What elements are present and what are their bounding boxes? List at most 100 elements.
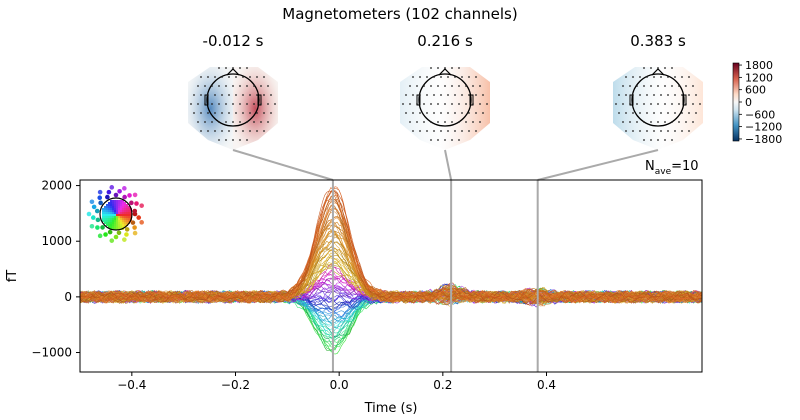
sensor-dot <box>426 130 428 132</box>
figure-title: Magnetometers (102 channels) <box>282 5 517 23</box>
legend-color-cell <box>122 206 124 208</box>
legend-color-cell <box>114 202 116 204</box>
sensor-dot <box>653 130 655 132</box>
legend-color-cell <box>114 204 116 206</box>
topomap-3 <box>613 67 703 150</box>
sensor-dot <box>625 76 627 78</box>
sensor-dot <box>632 94 634 96</box>
legend-color-cell <box>118 218 120 220</box>
legend-sensor-dot <box>89 223 95 229</box>
sensor-dot <box>486 103 488 105</box>
sensor-dot <box>688 112 690 114</box>
sensor-dot <box>412 112 414 114</box>
legend-color-cell <box>128 210 130 212</box>
legend-color-cell <box>118 210 120 212</box>
legend-color-cell <box>130 214 132 216</box>
legend-color-cell <box>112 228 114 230</box>
channel-trace <box>80 187 702 305</box>
sensor-dot <box>632 112 634 114</box>
sensor-dot <box>430 139 432 141</box>
legend-color-cell <box>108 226 110 228</box>
legend-sensor-dot <box>113 234 119 240</box>
legend-color-cell <box>126 212 128 214</box>
sensor-dot <box>639 112 641 114</box>
legend-color-cell <box>106 206 108 208</box>
sensor-dot <box>419 76 421 78</box>
sensor-dot <box>437 139 439 141</box>
sensor-dot <box>267 103 269 105</box>
sensor-dot <box>211 103 213 105</box>
legend-sensor-dot <box>98 200 103 206</box>
legend-color-cell <box>114 228 116 230</box>
legend-color-cell <box>124 224 126 226</box>
legend-color-cell <box>116 228 118 230</box>
sensor-dot <box>472 121 474 123</box>
sensor-dot <box>646 130 648 132</box>
sensor-dot <box>650 121 652 123</box>
legend-color-cell <box>120 218 122 220</box>
legend-color-cell <box>130 216 132 218</box>
sensor-dot <box>228 94 230 96</box>
sensor-dot <box>461 130 463 132</box>
channel-trace <box>80 199 702 303</box>
legend-color-cell <box>112 210 114 212</box>
sensor-dot <box>454 112 456 114</box>
sensor-dot <box>239 121 241 123</box>
sensor-dot <box>260 85 262 87</box>
legend-sensor-dot <box>139 220 144 225</box>
sensor-dot <box>482 112 484 114</box>
legend-color-cell <box>110 222 112 224</box>
sensor-dot <box>625 94 627 96</box>
sensor-dot <box>643 85 645 87</box>
sensor-dot <box>239 103 241 105</box>
sensor-dot <box>664 103 666 105</box>
sensor-dot <box>416 121 418 123</box>
sensor-dot <box>657 67 659 69</box>
legend-color-cell <box>102 210 104 212</box>
connector-line <box>232 149 334 181</box>
sensor-dot <box>197 121 199 123</box>
sensor-dot <box>639 76 641 78</box>
colorbar-tick-label: 1200 <box>745 71 773 84</box>
legend-color-cell <box>112 218 114 220</box>
sensor-dot <box>692 85 694 87</box>
legend-color-cell <box>124 208 126 210</box>
sensor-dot <box>664 139 666 141</box>
sensor-dot <box>218 103 220 105</box>
sensor-dot <box>263 112 265 114</box>
sensor-dot <box>207 76 209 78</box>
sensor-dot <box>426 112 428 114</box>
sensor-dot <box>193 112 195 114</box>
sensor-dot <box>416 85 418 87</box>
legend-color-cell <box>114 222 116 224</box>
legend-color-cell <box>118 204 120 206</box>
sensor-dot <box>671 121 673 123</box>
sensor-dot <box>256 76 258 78</box>
x-tick-label: −0.2 <box>221 378 250 392</box>
sensor-dot <box>242 76 244 78</box>
legend-color-cell <box>122 218 124 220</box>
legend-color-cell <box>128 216 130 218</box>
topomap-time-label-3: 0.383 s <box>630 32 686 50</box>
legend-color-cell <box>110 202 112 204</box>
legend-color-cell <box>102 216 104 218</box>
sensor-dot <box>660 76 662 78</box>
legend-color-cell <box>130 210 132 212</box>
sensor-dot <box>419 112 421 114</box>
sensor-dot <box>232 103 234 105</box>
sensor-dot <box>646 94 648 96</box>
sensor-dot <box>671 139 673 141</box>
legend-color-cell <box>124 214 126 216</box>
colorbar-tick-label: 0 <box>745 96 752 109</box>
legend-color-cell <box>102 212 104 214</box>
channel-trace <box>80 216 702 304</box>
sensor-dot <box>221 112 223 114</box>
channel-traces <box>80 186 702 355</box>
sensor-dot <box>412 94 414 96</box>
legend-color-cell <box>126 208 128 210</box>
legend-color-cell <box>118 202 120 204</box>
sensor-dot <box>419 130 421 132</box>
legend-color-cell <box>110 204 112 206</box>
sensor-dot <box>451 121 453 123</box>
sensor-dot <box>479 121 481 123</box>
